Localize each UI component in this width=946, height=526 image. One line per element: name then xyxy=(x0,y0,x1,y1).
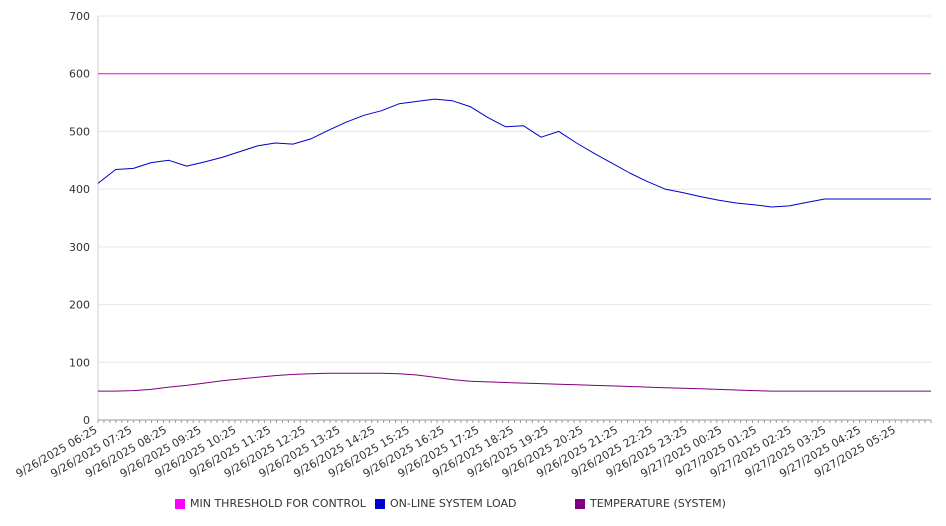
legend-swatch-system-load xyxy=(375,498,385,509)
legend: MIN THRESHOLD FOR CONTROL ON-LINE SYSTEM… xyxy=(0,497,946,517)
legend-item-min-threshold: MIN THRESHOLD FOR CONTROL xyxy=(175,497,366,510)
y-tick-label: 200 xyxy=(69,299,90,312)
y-tick-label: 300 xyxy=(69,241,90,254)
x-tick-labels: 9/26/2025 06:259/26/2025 07:259/26/2025 … xyxy=(14,423,898,480)
y-tick-label: 400 xyxy=(69,183,90,196)
legend-label-min-threshold: MIN THRESHOLD FOR CONTROL xyxy=(190,497,366,510)
legend-label-temperature: TEMPERATURE (SYSTEM) xyxy=(590,497,726,510)
series-line-2 xyxy=(98,372,931,392)
y-tick-label: 500 xyxy=(69,125,90,138)
legend-swatch-min-threshold xyxy=(175,498,185,509)
y-tick-label: 600 xyxy=(69,68,90,81)
axes xyxy=(97,16,932,423)
series-lines xyxy=(97,73,931,392)
legend-swatch-temperature xyxy=(575,498,585,509)
y-tick-label: 100 xyxy=(69,356,90,369)
y-tick-labels: 0 100 200 300 400 500 600 700 xyxy=(69,10,90,427)
gridlines xyxy=(98,15,931,421)
legend-item-system-load: ON-LINE SYSTEM LOAD xyxy=(375,497,516,510)
y-tick-label: 700 xyxy=(69,10,90,23)
y-tick-label: 0 xyxy=(83,414,90,427)
legend-item-temperature: TEMPERATURE (SYSTEM) xyxy=(575,497,726,510)
legend-label-system-load: ON-LINE SYSTEM LOAD xyxy=(390,497,517,510)
series-line-1 xyxy=(97,98,931,208)
